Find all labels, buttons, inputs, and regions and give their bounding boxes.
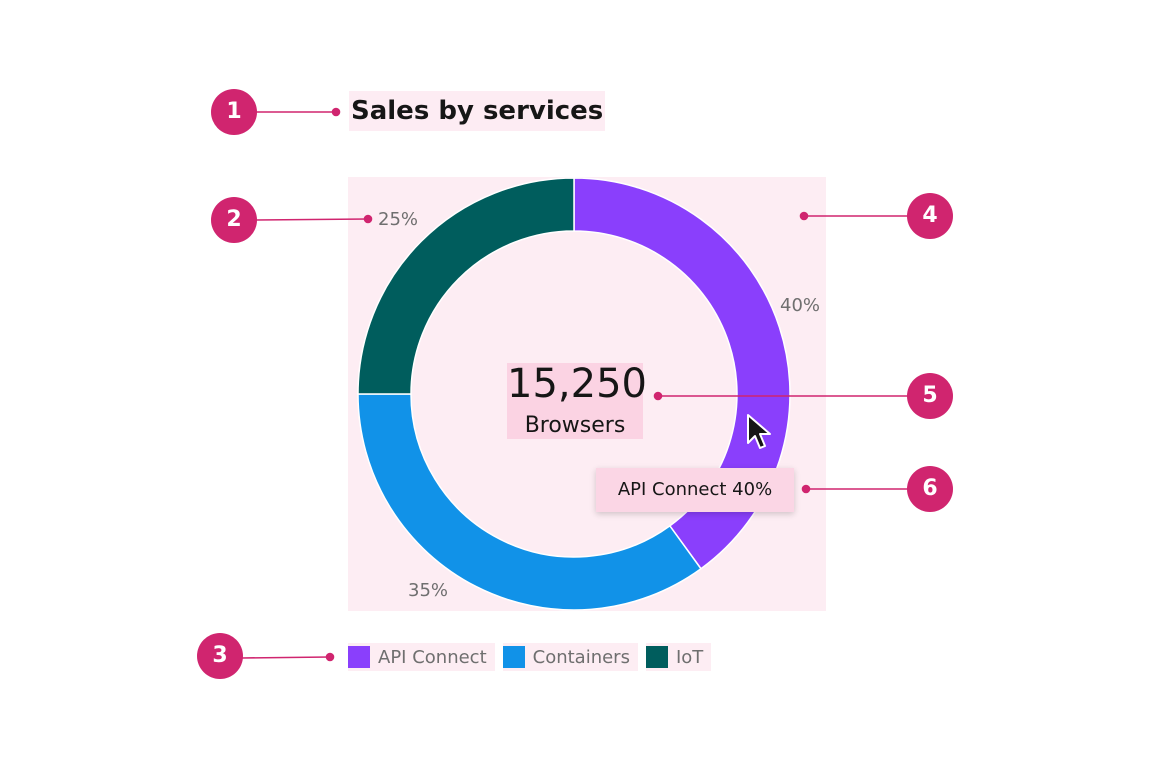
slice-label-api-connect: 40% (780, 295, 821, 316)
legend-item-api-connect[interactable]: API Connect (348, 643, 495, 671)
slice-label-containers: 35% (408, 580, 449, 601)
chart-legend: API Connect Containers IoT (348, 643, 719, 671)
slice-label-iot: 25% (378, 209, 419, 230)
legend-label: IoT (675, 646, 704, 668)
callout-badge-2: 2 (211, 197, 257, 243)
legend-swatch-api-connect (348, 646, 370, 668)
slice-tooltip: API Connect 40% (596, 468, 794, 512)
legend-item-containers[interactable]: Containers (502, 643, 638, 671)
legend-swatch-containers (502, 646, 525, 668)
callout-badge-5: 5 (907, 373, 953, 419)
legend-item-iot[interactable]: IoT (645, 643, 712, 671)
chart-title: Sales by services (349, 91, 606, 131)
callout-badge-1: 1 (211, 89, 257, 135)
legend-label: Containers (532, 646, 630, 668)
callout-badge-6: 6 (907, 466, 953, 512)
callout-badge-3: 3 (197, 633, 243, 679)
center-total-label: Browsers (524, 413, 626, 438)
mouse-pointer-icon (747, 414, 771, 449)
legend-label: API Connect (378, 646, 487, 668)
center-highlight (507, 363, 643, 439)
legend-swatch-iot (645, 646, 668, 668)
center-total-value: 15,250 (507, 361, 647, 407)
callout-badge-4: 4 (907, 193, 953, 239)
